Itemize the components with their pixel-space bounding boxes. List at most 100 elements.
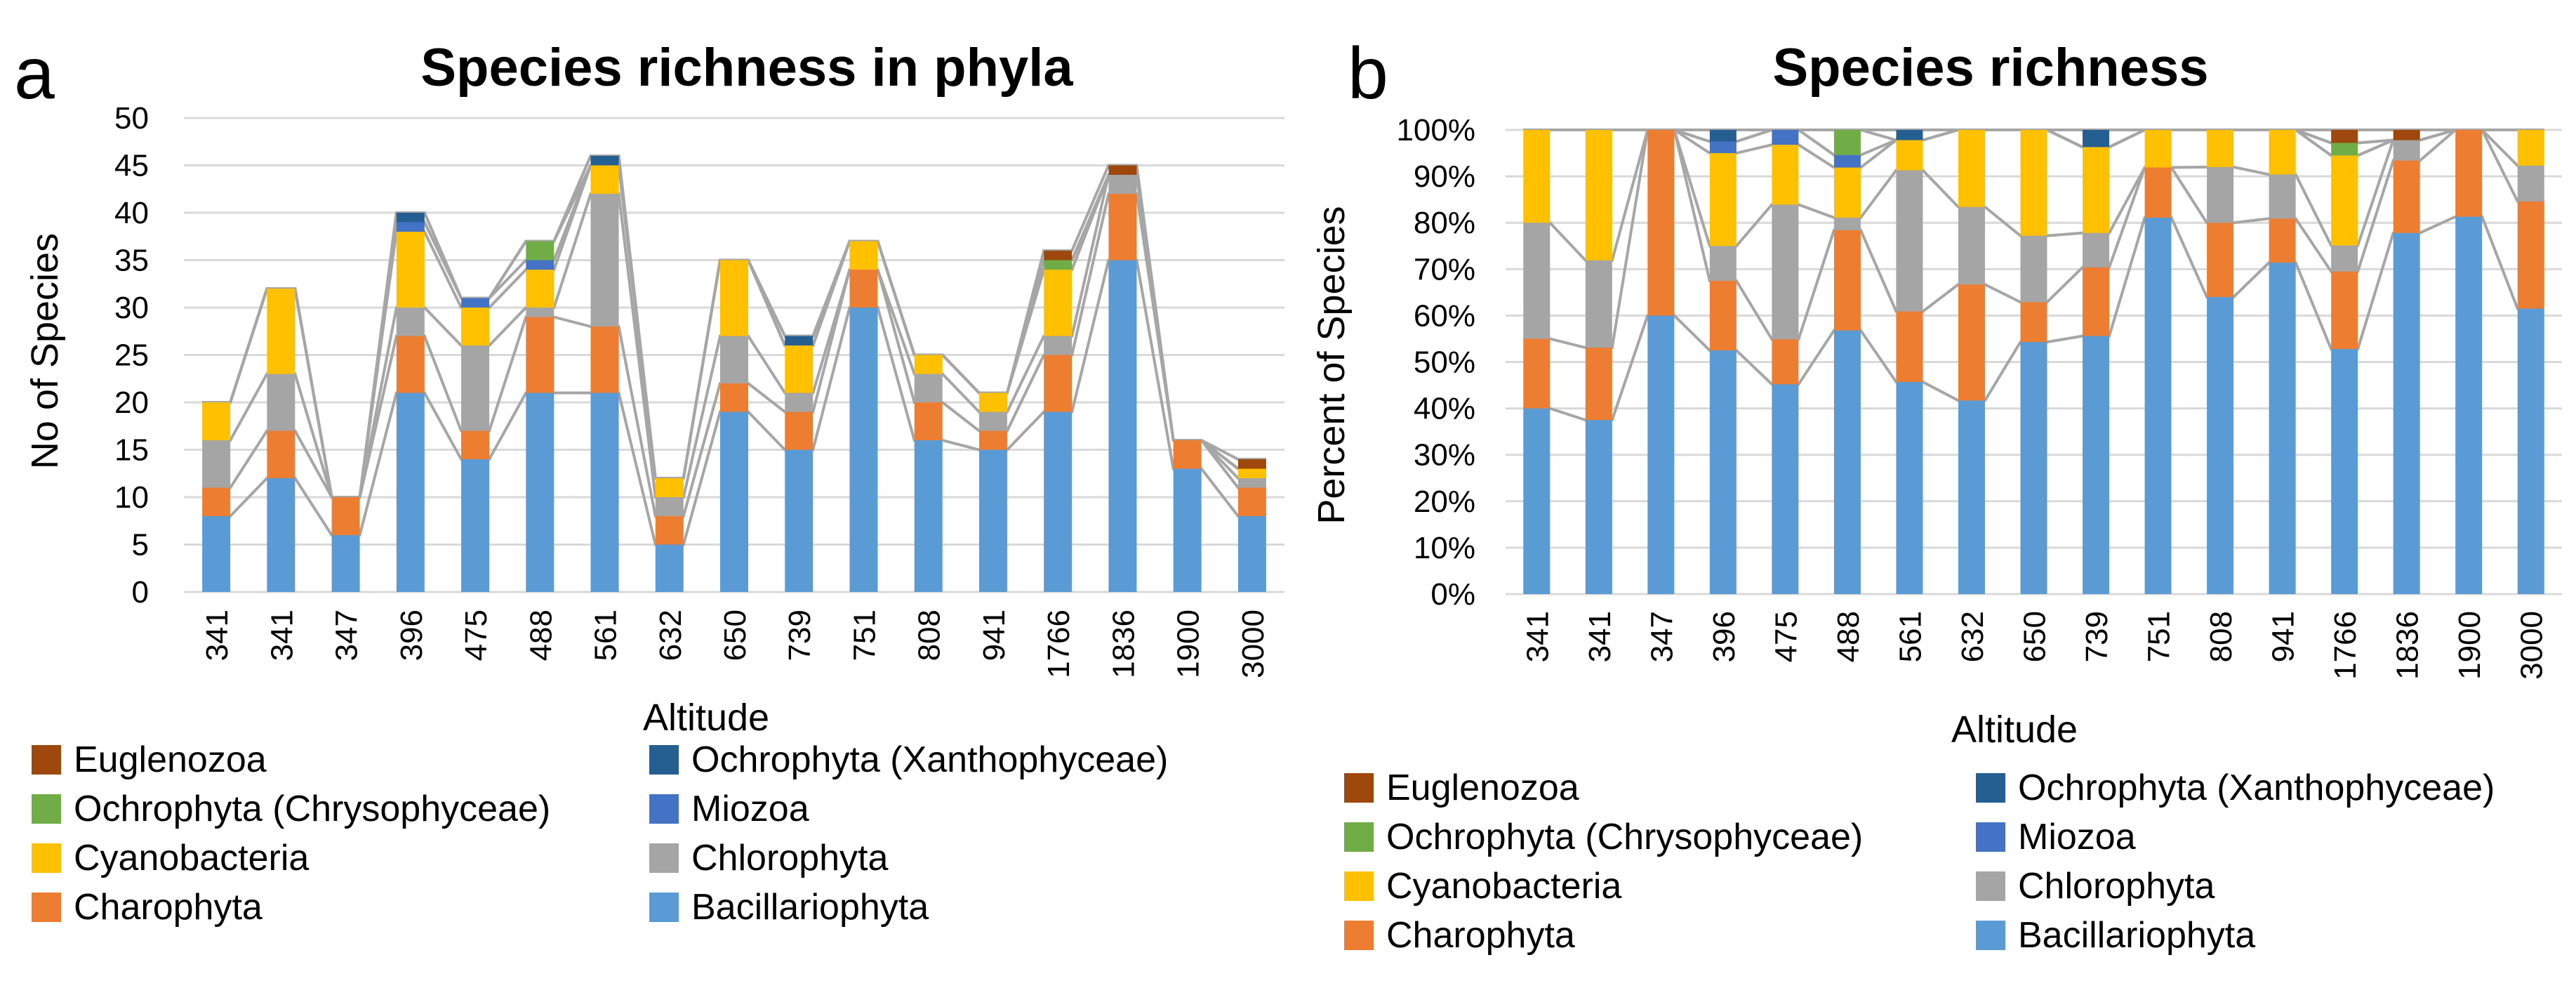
panel-b-legend-swatch-euglenozoa	[1344, 773, 1374, 803]
panel-b-x-tick-label: 739	[2080, 611, 2114, 662]
panel-a-bar-cyanobacteria	[1237, 468, 1266, 478]
panel-a-legend: Euglenozoa Ochrophyta (Xanthophyceae) Ochr…	[32, 739, 1168, 928]
panel-a-bar-chlorophyta	[202, 440, 231, 488]
panel-a-bar-chlorophyta	[785, 393, 814, 412]
panel-b-y-tick-label: 70%	[1414, 252, 1475, 287]
panel-b-bar-bacillariophyta	[1772, 384, 1799, 594]
panel-a-bar-cyanobacteria	[978, 393, 1007, 412]
panel-b-y-tick-label: 40%	[1414, 392, 1475, 426]
panel-a-bar-bacillariophyta	[590, 393, 619, 592]
panel-b-bar-ochrophyta-xanthophyceae	[2083, 130, 2110, 147]
panel-b-bar-charophyta	[2144, 167, 2172, 218]
panel-b-letter: b	[1348, 33, 1388, 114]
panel-b-y-tick-label: 0%	[1430, 577, 1475, 612]
panel-a-bar-euglenozoa	[1237, 459, 1266, 469]
panel-b-legend-swatch-cyanobacteria	[1344, 871, 1374, 901]
panel-a-x-tick-label: 488	[524, 610, 558, 661]
panel-b-bar-charophyta	[1523, 338, 1551, 409]
panel-b-bar-cyanobacteria	[2331, 155, 2358, 246]
panel-a-y-tick-label: 35	[114, 244, 149, 278]
panel-b-y-tick-label: 80%	[1414, 206, 1475, 240]
panel-b-bar-cyanobacteria	[2517, 130, 2544, 166]
panel-b-legend-swatch-chlorophyta	[1976, 871, 2005, 901]
panel-b-bar-bacillariophyta	[1523, 408, 1551, 594]
panel-a-bar-charophyta	[461, 430, 490, 459]
panel-a-x-tick-label: 739	[783, 610, 817, 661]
panel-a-legend-label-ochrophyta-xanthophyceae: Ochrophyta (Xanthophyceae)	[691, 739, 1168, 780]
panel-a-bar-bacillariophyta	[267, 478, 296, 592]
panel-b-bar-miozoa	[1709, 141, 1737, 154]
panel-a-bar-bacillariophyta	[914, 440, 943, 592]
panel-a-bar-bacillariophyta	[655, 544, 684, 592]
panel-b-bar-bacillariophyta	[2331, 348, 2358, 594]
panel-a-y-tick-label: 15	[114, 433, 149, 468]
panel-b-bar-bacillariophyta	[2207, 296, 2234, 594]
panel-a-x-tick-label: 650	[718, 610, 752, 661]
panel-a-bar-chlorophyta	[526, 308, 555, 317]
panel-b-bar-bacillariophyta	[1709, 350, 1737, 594]
panel-a-bar-euglenozoa	[1108, 165, 1137, 175]
panel-b-legend-label-chlorophyta: Chlorophyta	[2018, 866, 2215, 907]
panel-b-legend-label-euglenozoa: Euglenozoa	[1386, 768, 1579, 808]
panel-b-bar-bacillariophyta	[2393, 232, 2420, 594]
panel-a-bar-chlorophyta	[1108, 175, 1137, 194]
panel-b-bar-bacillariophyta	[1833, 330, 1861, 594]
panel-b-bar-bacillariophyta	[2020, 342, 2047, 594]
panel-a-bar-bacillariophyta	[720, 412, 748, 592]
panel-a-bar-bacillariophyta	[1108, 260, 1137, 592]
panel-b-bar-chlorophyta	[1833, 217, 1861, 230]
panel-a-bar-charophyta	[1237, 487, 1266, 516]
panel-b-x-tick-label: 561	[1893, 611, 1927, 662]
panel-a-x-tick-label: 3000	[1236, 610, 1270, 678]
panel-b-legend-label-ochrophyta-chrysophyceae: Ochrophyta (Chrysophyceae)	[1386, 817, 1863, 857]
panel-a-x-tick-label: 561	[589, 610, 623, 661]
panel-a-legend-label-ochrophyta-chrysophyceae: Ochrophyta (Chrysophyceae)	[74, 789, 550, 829]
panel-b-x-tick-label: 941	[2266, 611, 2301, 662]
panel-b-bar-ochrophyta-xanthophyceae	[1896, 130, 1923, 140]
panel-a-bar-bacillariophyta	[849, 308, 878, 592]
panel-b-x-tick-label: 1900	[2452, 611, 2487, 680]
panel-a-bar-bacillariophyta	[1173, 468, 1202, 592]
panel-a-x-tick-label: 941	[977, 610, 1011, 661]
panel-a-bar-cyanobacteria	[655, 478, 684, 497]
panel-b-bar-miozoa	[1833, 154, 1861, 168]
panel-a-bar-bacillariophyta	[331, 535, 360, 592]
panel-b-bar-bacillariophyta	[2455, 216, 2483, 594]
panel-b-bar-cyanobacteria	[2144, 130, 2172, 168]
panel-a-legend-label-cyanobacteria: Cyanobacteria	[74, 838, 309, 878]
panel-b-bar-bacillariophyta	[1958, 400, 1985, 594]
panel-b-bar-charophyta	[2393, 160, 2420, 233]
panel-a-legend-swatch-cyanobacteria	[32, 843, 61, 873]
panel-a-bar-charophyta	[720, 383, 748, 412]
panel-b-legend-label-ochrophyta-xanthophyceae: Ochrophyta (Xanthophyceae)	[2018, 768, 2495, 808]
panel-a-bar-chlorophyta	[1237, 478, 1266, 488]
panel-b-bar-cyanobacteria	[1896, 140, 1923, 171]
panel-b-bar-chlorophyta	[1772, 204, 1799, 340]
panel-b-y-tick-label: 100%	[1396, 113, 1475, 147]
panel-a-xlabel: Altitude	[643, 697, 769, 739]
panel-a-bar-chlorophyta	[461, 345, 490, 431]
panel-a-bar-miozoa	[526, 260, 555, 270]
panel-a-x-tick-label: 475	[459, 610, 493, 661]
panel-b-x-tick-label: 347	[1645, 611, 1679, 662]
panel-b-bar-charophyta	[1772, 339, 1799, 385]
panel-b-bar-cyanobacteria	[2269, 130, 2296, 175]
panel-a-bar-bacillariophyta	[526, 393, 555, 592]
panel-a-bar-cyanobacteria	[1044, 270, 1073, 336]
panel-b-bar-charophyta	[1709, 280, 1737, 350]
panel-b-bar-chlorophyta	[1523, 223, 1551, 339]
panel-b-x-tick-label: 751	[2142, 611, 2177, 662]
panel-b-x-tick-label: 1766	[2328, 611, 2363, 680]
panel-b-bar-chlorophyta	[1585, 260, 1612, 348]
panel-a-y-tick-label: 5	[132, 528, 149, 562]
panel-a-legend-label-miozoa: Miozoa	[691, 789, 809, 829]
panel-a-bar-charophyta	[655, 516, 684, 545]
panel-b-bar-cyanobacteria	[1833, 167, 1861, 218]
panel-b-bar-cyanobacteria	[2207, 130, 2234, 167]
panel-a-bar-charophyta	[849, 270, 878, 308]
panel-b-x-tick-label: 396	[1707, 611, 1741, 662]
panel-a-legend-swatch-ochrophyta-xanthophyceae	[649, 745, 679, 775]
panel-a-y-tick-label: 20	[114, 386, 149, 420]
panel-a-bar-bacillariophyta	[978, 449, 1007, 592]
